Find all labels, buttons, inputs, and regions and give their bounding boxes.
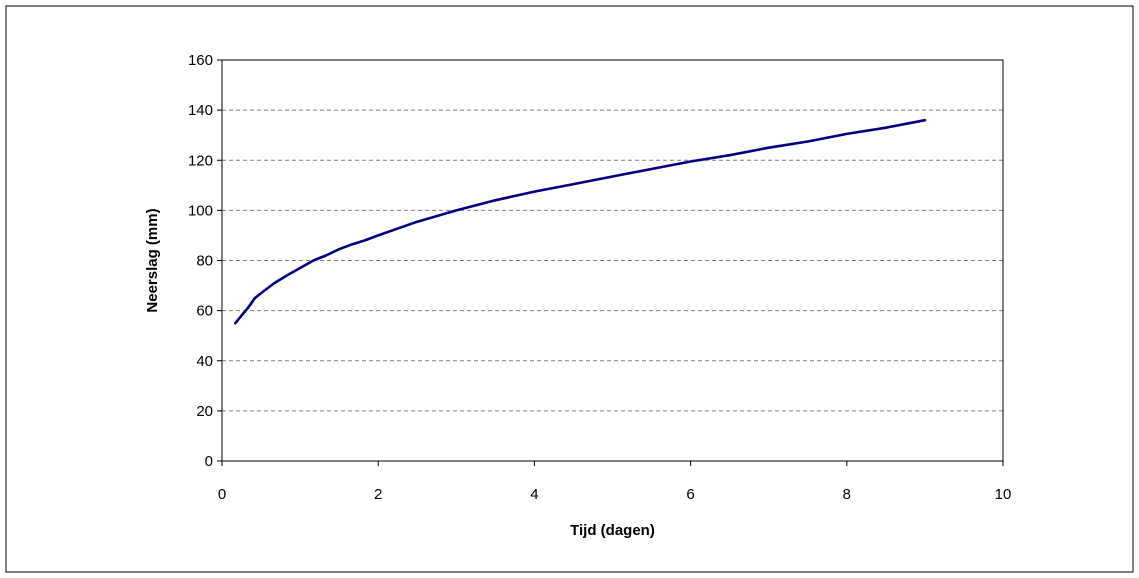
- y-tick-label: 80: [196, 253, 213, 270]
- x-tick-label: 4: [530, 486, 538, 503]
- y-tick-label: 120: [188, 152, 213, 169]
- y-tick-label: 60: [196, 303, 213, 320]
- x-tick-label: 2: [374, 486, 382, 503]
- y-tick-label: 20: [196, 403, 213, 420]
- y-tick-label: 100: [188, 202, 213, 219]
- x-axis-title: Tijd (dagen): [570, 522, 655, 539]
- y-axis-title: Neerslag (mm): [144, 208, 161, 312]
- x-tick-label: 0: [218, 486, 226, 503]
- chart-area-border: [5, 5, 1134, 573]
- y-tick-label: 0: [205, 453, 213, 470]
- y-tick-label: 40: [196, 353, 213, 370]
- series-layer: [234, 118, 927, 325]
- series-line: [234, 118, 927, 325]
- x-tick-label: 6: [686, 486, 694, 503]
- x-tick-label: 10: [995, 486, 1012, 503]
- axis-ticks: 0 20 40 60 80 100 120 140 160 0 2 4 6 8 10: [188, 52, 1011, 503]
- y-tick-label: 160: [188, 52, 213, 69]
- x-tick-label: 8: [843, 486, 851, 503]
- y-tick-label: 140: [188, 102, 213, 119]
